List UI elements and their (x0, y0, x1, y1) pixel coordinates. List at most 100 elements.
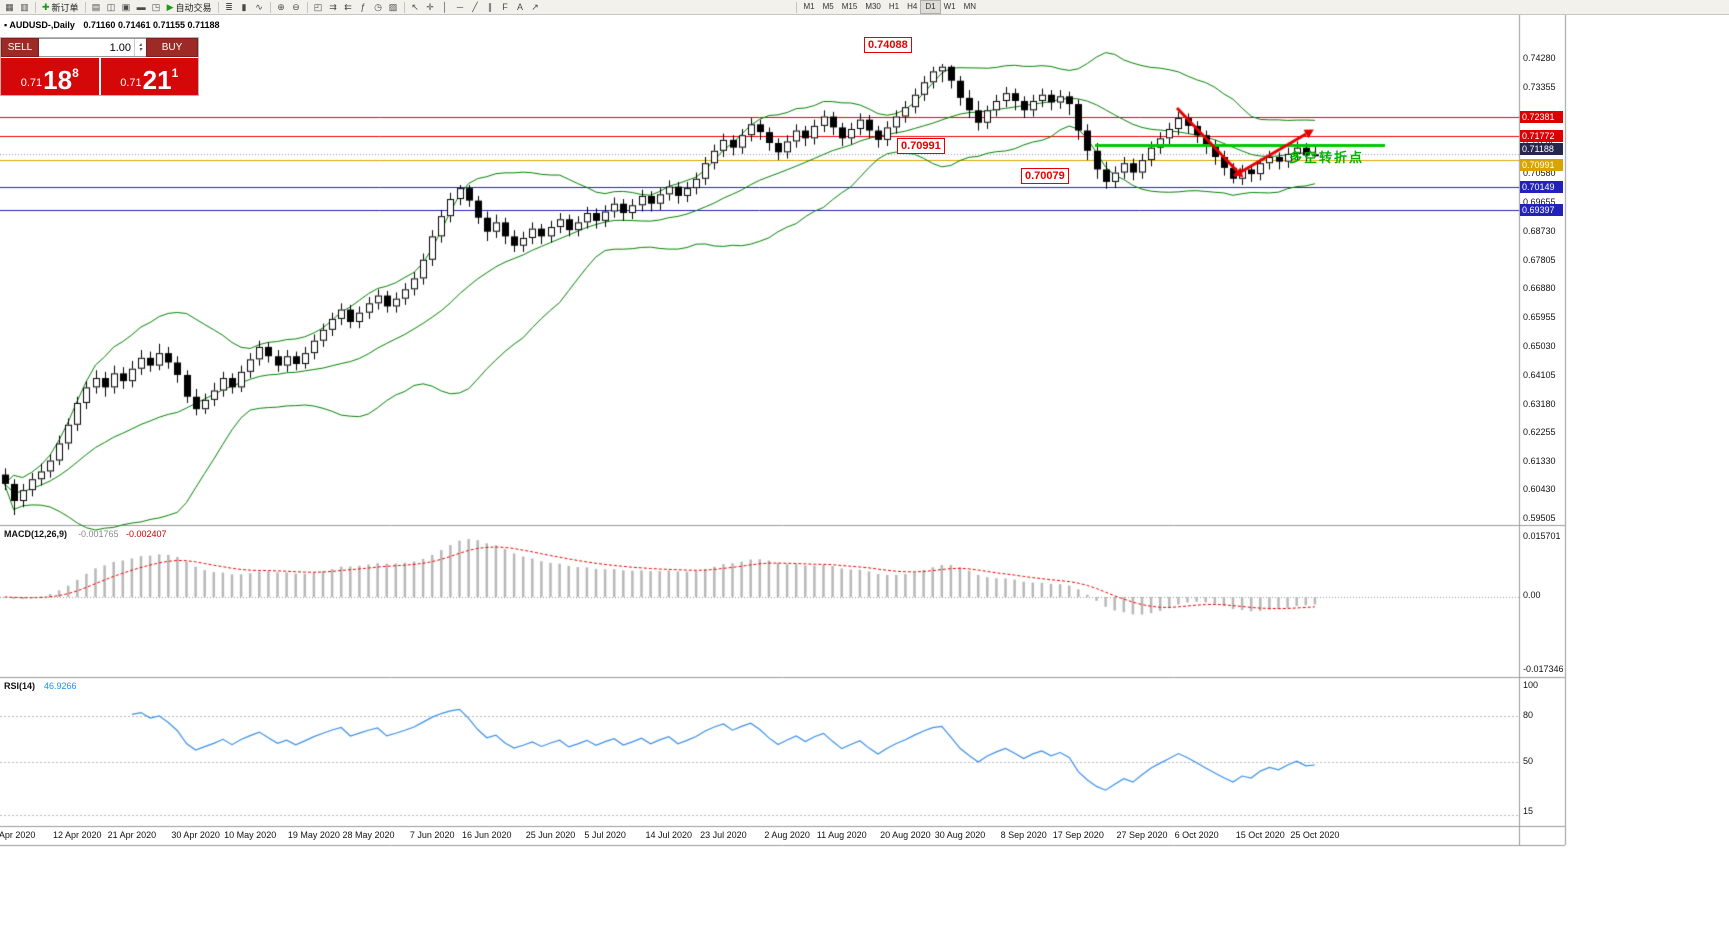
toolbar-spacer (543, 7, 793, 8)
auto-trading-button-label: 自动交易 (175, 2, 212, 13)
crosshair-icon[interactable]: ✛ (426, 1, 434, 12)
price-tick-label: 0.69655 (1523, 196, 1556, 207)
symbol-ohlc-line: ▪ AUDUSD-,Daily 0.71160 0.71461 0.71155 … (4, 20, 220, 30)
rsi-indicator-label: RSI(14) (4, 681, 36, 691)
sell-button[interactable]: SELL (1, 38, 39, 57)
ask-pip-digit: 1 (171, 66, 179, 80)
bid-price-button[interactable]: 0.71 18 8 (1, 58, 99, 95)
text-label-icon[interactable]: A (516, 1, 523, 12)
templates-icon[interactable]: ▨ (388, 1, 398, 12)
vertical-line-icon[interactable]: │ (442, 1, 448, 12)
price-tag: 0.69397 (1520, 204, 1563, 217)
macd-indicator-label: MACD(12,26,9) (4, 529, 68, 539)
volume-down-icon[interactable]: ▾ (138, 46, 142, 53)
arrows-tool-icon[interactable]: ↗ (531, 1, 539, 12)
periods-icon[interactable]: ◷ (374, 1, 382, 12)
line-chart-icon[interactable]: ∿ (255, 1, 263, 12)
price-label-support-low[interactable]: 0.70079 (1021, 168, 1069, 184)
date-axis-label: 2 Aug 2020 (764, 830, 810, 840)
date-axis-label: 14 Jul 2020 (645, 830, 693, 840)
toolbar-separator (795, 1, 797, 13)
timeframe-mn-button[interactable]: MN (963, 2, 977, 11)
timeframe-m1-button[interactable]: M1 (803, 2, 815, 11)
price-tick-label: 0.65955 (1523, 312, 1556, 323)
strategy-tester-icon[interactable]: ◳ (151, 1, 161, 12)
toolbar-separator (35, 1, 36, 13)
price-tick-label: 0.67805 (1523, 254, 1556, 265)
turning-point-label[interactable]: 多空转折点 (1289, 150, 1365, 165)
timeframe-h4-button[interactable]: H4 (907, 2, 918, 11)
date-axis-label: 19 May 2020 (287, 830, 340, 840)
volume-value[interactable]: 1.00 (109, 41, 131, 54)
toolbar-separator (217, 1, 219, 13)
chart-shift-icon[interactable]: ⇇ (344, 1, 352, 12)
trade-controls-row: SELL 1.00 ▴ ▾ BUY (1, 38, 198, 57)
indicators-icon[interactable]: ƒ (360, 1, 366, 12)
zoom-in-icon[interactable]: ⊕ (277, 1, 285, 12)
date-axis-label: 5 Jul 2020 (584, 830, 626, 840)
timeframe-d1-button[interactable]: D1 (920, 0, 941, 14)
toolbar: ▦ ▥ ✚ 新订单 ▤ ◫ ▣ ▬ ◳ ▶ 自动交易 ≣ ▮ ∿ ⊕ ⊖ ◰ ⇉ ⇇ ƒ ◷ ▨ ↖ ✛ │ ─ ╱ ∥ F A ↗ M1 M5… (0, 0, 1729, 15)
date-axis-label: 30 Apr 2020 (171, 830, 220, 840)
bar-chart-icon[interactable]: ≣ (225, 1, 233, 12)
profiles-icon[interactable]: ▥ (20, 1, 29, 12)
price-tick-label: 0.65030 (1523, 340, 1556, 351)
cursor-icon[interactable]: ↖ (411, 1, 419, 12)
date-axis-label: 28 May 2020 (342, 830, 395, 840)
rsi-scale-label: 50 (1523, 756, 1534, 766)
toolbar-separator (84, 1, 86, 13)
price-tick-label: 0.60430 (1523, 484, 1556, 495)
zoom-out-icon[interactable]: ⊖ (292, 1, 300, 12)
price-tick-label: 0.61330 (1523, 456, 1556, 467)
macd-scale-label: -0.017346 (1523, 664, 1564, 674)
rsi-scale-label: 100 (1523, 680, 1539, 690)
rsi-scale-label: 80 (1523, 710, 1534, 720)
candlestick-chart-icon[interactable]: ▮ (241, 1, 247, 12)
date-axis-label: 2 Apr 2020 (0, 830, 36, 840)
buy-button[interactable]: BUY (146, 38, 198, 57)
price-label-high[interactable]: 0.74088 (864, 37, 912, 53)
date-axis-label: 6 Oct 2020 (1174, 830, 1219, 840)
tile-windows-icon[interactable]: ◰ (313, 1, 323, 12)
navigator-icon[interactable]: ▣ (121, 1, 131, 12)
fibonacci-icon[interactable]: F (502, 1, 508, 12)
trendline-icon[interactable]: ╱ (472, 1, 478, 12)
horizontal-line-icon[interactable]: ─ (456, 1, 464, 12)
ask-price-button[interactable]: 0.71 21 1 (100, 58, 198, 95)
auto-scroll-icon[interactable]: ⇉ (329, 1, 337, 12)
auto-trading-icon: ▶ (166, 1, 174, 12)
market-watch-icon[interactable]: ▤ (91, 1, 101, 12)
terminal-icon[interactable]: ▬ (136, 1, 146, 12)
timeframe-h1-button[interactable]: H1 (888, 2, 900, 11)
new-chart-icon[interactable]: ▦ (5, 1, 14, 12)
date-axis-label: 7 Jun 2020 (409, 830, 455, 840)
data-window-icon[interactable]: ◫ (106, 1, 116, 12)
macd-scale-label: 0.00 (1523, 590, 1541, 600)
price-tick-label: 0.68730 (1523, 225, 1556, 236)
price-tick-label: 0.59505 (1523, 512, 1556, 523)
timeframe-m30-button[interactable]: M30 (865, 2, 881, 11)
price-tick-label: 0.64105 (1523, 369, 1556, 380)
price-tick-label: 0.74280 (1523, 53, 1556, 63)
date-axis-label: 11 Aug 2020 (816, 830, 867, 840)
date-axis-label: 21 Apr 2020 (107, 830, 157, 840)
volume-up-icon[interactable]: ▴ (138, 41, 142, 48)
volume-stepper[interactable]: 1.00 ▴ ▾ (39, 38, 146, 57)
toolbar-separator (403, 1, 405, 13)
timeframe-m5-button[interactable]: M5 (822, 2, 834, 11)
date-axis-label: 15 Oct 2020 (1235, 830, 1285, 840)
volume-spinner[interactable]: ▴ ▾ (134, 39, 146, 56)
price-tag: 0.71772 (1520, 130, 1563, 143)
ask-big-digits: 21 (142, 65, 172, 95)
price-tick-label: 0.73355 (1523, 81, 1556, 92)
timeframe-m15-button[interactable]: M15 (841, 2, 858, 11)
date-axis-label: 16 Jun 2020 (462, 830, 512, 840)
price-label-support-mid[interactable]: 0.70991 (897, 138, 945, 154)
channel-icon[interactable]: ∥ (487, 1, 493, 12)
toolbar-separator (306, 1, 308, 13)
timeframe-w1-button[interactable]: W1 (943, 2, 956, 11)
auto-trading-button[interactable]: ▶ 自动交易 (164, 1, 215, 14)
ohlc-values: 0.71160 0.71461 0.71155 0.71188 (83, 20, 220, 30)
new-order-button[interactable]: ✚ 新订单 (39, 1, 82, 14)
